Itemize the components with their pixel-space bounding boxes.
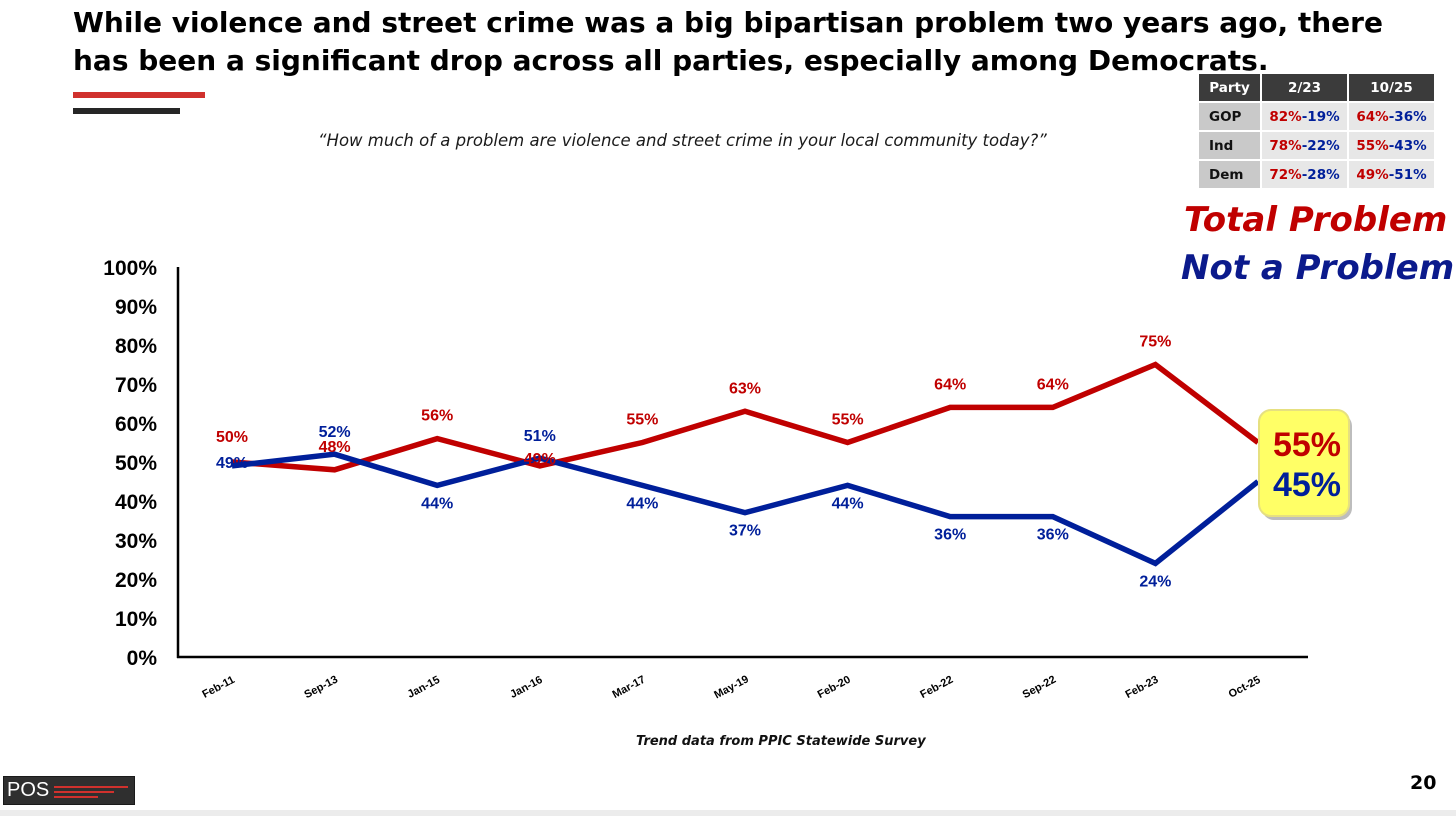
y-tick-label: 30%: [115, 530, 157, 553]
title-red-rule: [73, 92, 205, 98]
x-tick-label: Feb-20: [816, 674, 853, 701]
logo-stripe: [54, 791, 114, 793]
data-label-total-problem: 48%: [319, 439, 351, 456]
header-10-25: 10/25: [1347, 72, 1436, 103]
header-2-23: 2/23: [1260, 72, 1349, 103]
callout-total-problem: 55%: [1273, 426, 1341, 464]
page-title: While violence and street crime was a bi…: [73, 6, 1383, 77]
data-label-not-a-problem: 44%: [832, 495, 864, 512]
table-cell: 64%-36%: [1347, 101, 1436, 132]
table-row: GOP 82%-19% 64%-36%: [1197, 101, 1436, 132]
problem-value: 72%: [1269, 166, 1302, 183]
y-tick-label: 10%: [115, 608, 157, 631]
footer-bar: [0, 810, 1456, 816]
problem-value: 64%: [1356, 108, 1389, 125]
party-name: GOP: [1197, 101, 1262, 132]
y-tick-label: 80%: [115, 335, 157, 358]
table-cell: 49%-51%: [1347, 159, 1436, 190]
series-line-total-problem: [231, 361, 1260, 473]
problem-value: 55%: [1356, 137, 1389, 154]
x-tick-label: Feb-22: [918, 674, 955, 701]
party-comparison-table: Party 2/23 10/25 GOP 82%-19% 64%-36% Ind…: [1197, 72, 1436, 190]
table-cell: 78%-22%: [1260, 130, 1349, 161]
data-label-not-a-problem: 44%: [421, 495, 453, 512]
not-problem-value: -51%: [1388, 166, 1427, 183]
y-tick-label: 100%: [103, 257, 157, 280]
data-label-total-problem: 55%: [832, 412, 864, 429]
logo-text: POS: [7, 779, 50, 801]
problem-value: 49%: [1356, 166, 1389, 183]
title-black-rule: [73, 108, 180, 114]
table-cell: 72%-28%: [1260, 159, 1349, 190]
y-tick-label: 90%: [115, 296, 157, 319]
x-tick-label: Oct-25: [1227, 674, 1263, 701]
page-number: 20: [1410, 772, 1437, 794]
source-note: Trend data from PPIC Statewide Survey: [636, 734, 926, 749]
data-label-not-a-problem: 52%: [319, 424, 351, 441]
not-problem-value: -36%: [1388, 108, 1427, 125]
data-label-not-a-problem: 36%: [1037, 527, 1069, 544]
data-label-not-a-problem: 37%: [729, 523, 761, 540]
x-tick-label: Mar-17: [611, 674, 648, 701]
pos-logo: POS: [3, 776, 135, 805]
data-label-total-problem: 64%: [1037, 376, 1069, 393]
callout-box: [1258, 409, 1350, 517]
survey-question: “How much of a problem are violence and …: [318, 131, 1047, 150]
data-label-not-a-problem: 51%: [524, 428, 556, 445]
table-cell: 55%-43%: [1347, 130, 1436, 161]
table-header-row: Party 2/23 10/25: [1197, 72, 1436, 103]
logo-stripe: [54, 796, 98, 798]
data-label-total-problem: 75%: [1139, 334, 1171, 351]
problem-value: 78%: [1269, 137, 1302, 154]
table-row: Dem 72%-28% 49%-51%: [1197, 159, 1436, 190]
not-problem-value: -19%: [1301, 108, 1340, 125]
not-problem-value: -28%: [1301, 166, 1340, 183]
x-tick-label: Jan-16: [508, 674, 544, 701]
y-tick-label: 50%: [115, 452, 157, 475]
data-label-total-problem: 49%: [524, 451, 556, 468]
data-label-total-problem: 63%: [729, 380, 761, 397]
data-label-not-a-problem: 44%: [626, 495, 658, 512]
not-problem-value: -22%: [1301, 137, 1340, 154]
party-name: Dem: [1197, 159, 1262, 190]
data-label-not-a-problem: 24%: [1139, 573, 1171, 590]
x-tick-label: Feb-11: [200, 674, 236, 701]
not-problem-value: -43%: [1388, 137, 1427, 154]
y-tick-label: 60%: [115, 413, 157, 436]
data-label-total-problem: 56%: [421, 408, 453, 425]
data-label-not-a-problem: 49%: [216, 455, 248, 472]
problem-value: 82%: [1269, 108, 1302, 125]
y-tick-label: 40%: [115, 491, 157, 514]
x-tick-label: Sep-22: [1021, 674, 1058, 702]
data-label-not-a-problem: 36%: [934, 527, 966, 544]
table-row: Ind 78%-22% 55%-43%: [1197, 130, 1436, 161]
x-tick-label: Feb-23: [1124, 674, 1161, 701]
x-tick-label: May-19: [712, 673, 751, 701]
table-cell: 82%-19%: [1260, 101, 1349, 132]
y-tick-label: 70%: [115, 374, 157, 397]
legend-total-problem: Total Problem: [1184, 200, 1448, 240]
series-line-not-a-problem: [231, 451, 1260, 567]
data-label-total-problem: 55%: [626, 412, 658, 429]
header-party: Party: [1197, 72, 1262, 103]
callout-not-a-problem: 45%: [1273, 466, 1341, 504]
data-label-total-problem: 64%: [934, 376, 966, 393]
legend-not-a-problem: Not a Problem: [1181, 248, 1455, 288]
y-tick-label: 0%: [127, 647, 158, 670]
x-tick-label: Jan-15: [406, 674, 442, 701]
data-label-total-problem: 50%: [216, 429, 248, 446]
y-tick-label: 20%: [115, 569, 157, 592]
logo-stripe: [54, 786, 128, 788]
party-name: Ind: [1197, 130, 1262, 161]
x-tick-label: Sep-13: [302, 674, 339, 702]
